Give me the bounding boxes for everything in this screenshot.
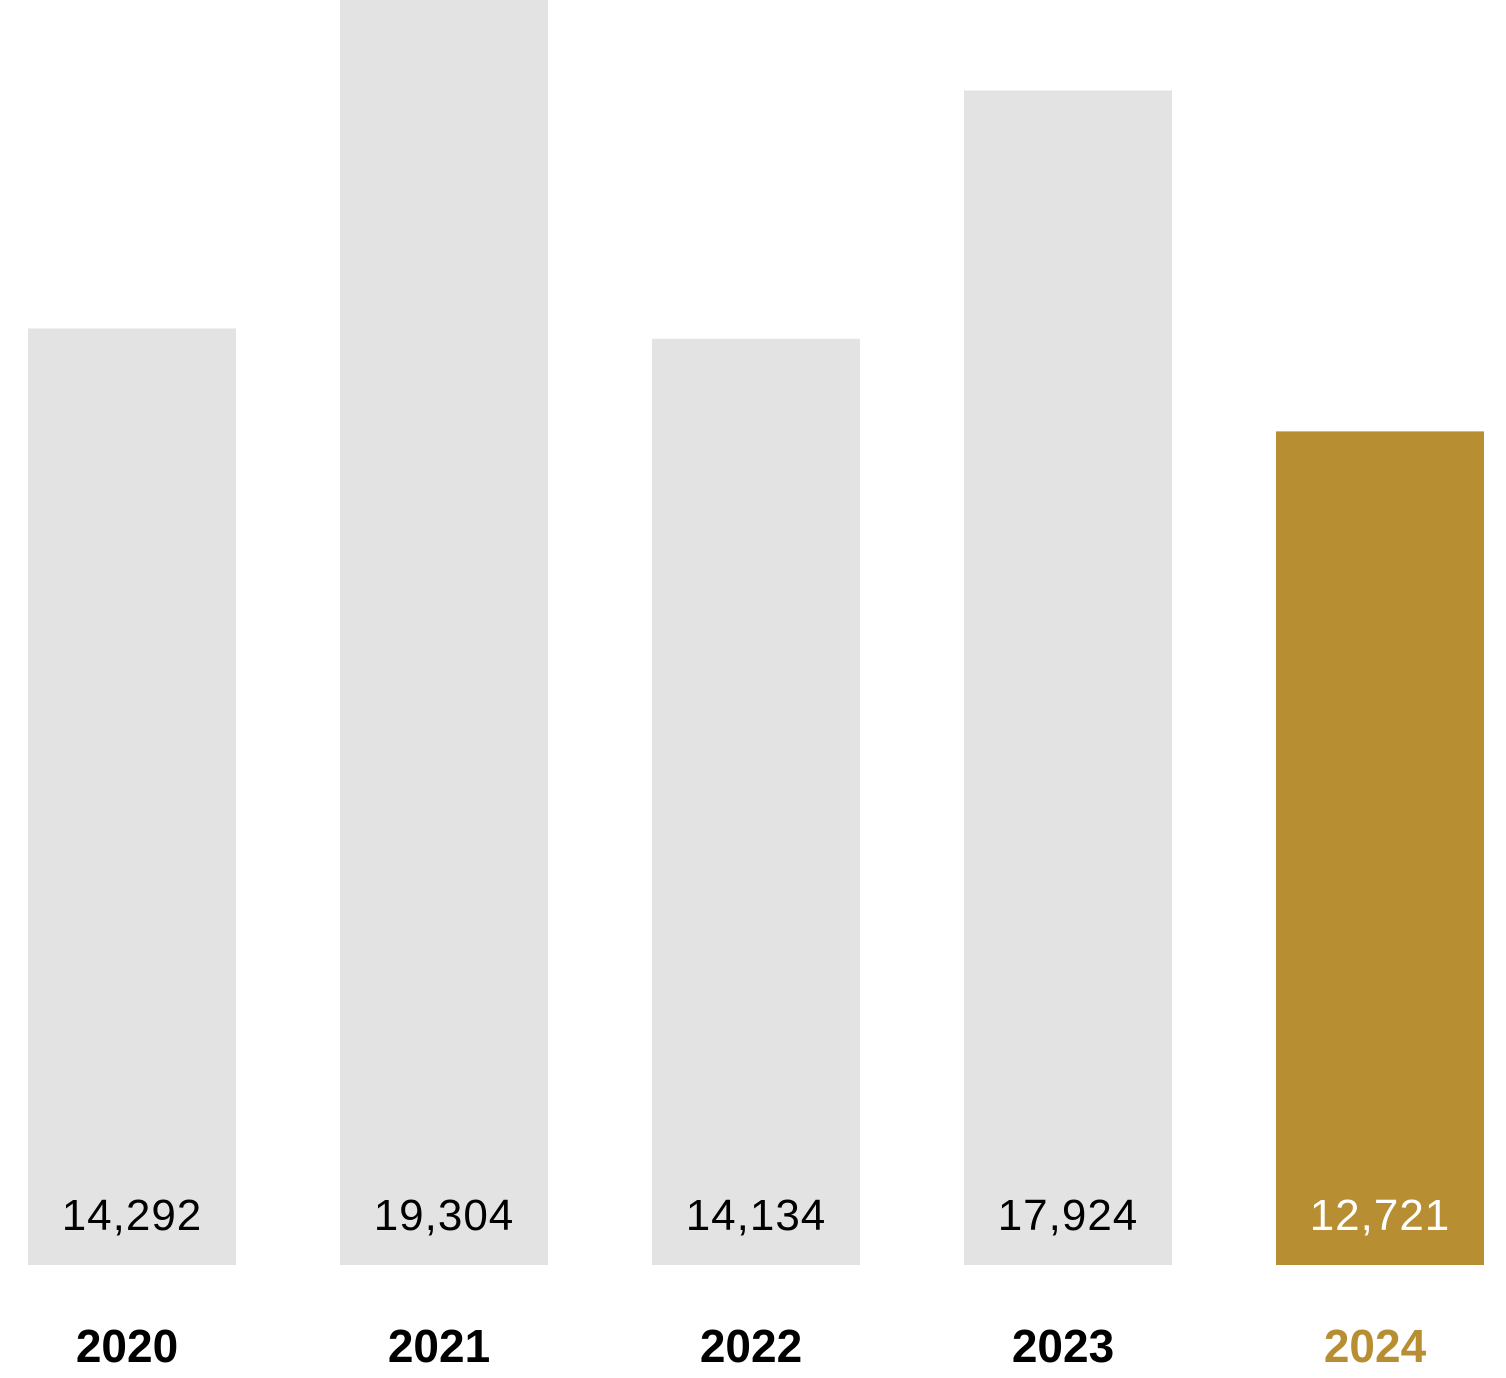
- bar-2020: [28, 328, 236, 1265]
- bar-2022: [652, 338, 860, 1265]
- value-label-2023: 17,924: [998, 1191, 1139, 1240]
- value-label-2020: 14,292: [62, 1191, 203, 1240]
- value-label-2021: 19,304: [374, 1191, 515, 1240]
- value-label-2022: 14,134: [686, 1191, 827, 1240]
- category-label-2021: 2021: [388, 1320, 490, 1372]
- bar-2024: [1276, 431, 1484, 1265]
- category-label-2023: 2023: [1012, 1320, 1114, 1372]
- category-label-2020: 2020: [76, 1320, 178, 1372]
- bar-2021: [340, 0, 548, 1265]
- category-label-2024: 2024: [1324, 1320, 1427, 1372]
- value-label-2024: 12,721: [1310, 1191, 1451, 1240]
- category-label-2022: 2022: [700, 1320, 802, 1372]
- bar-2023: [964, 90, 1172, 1266]
